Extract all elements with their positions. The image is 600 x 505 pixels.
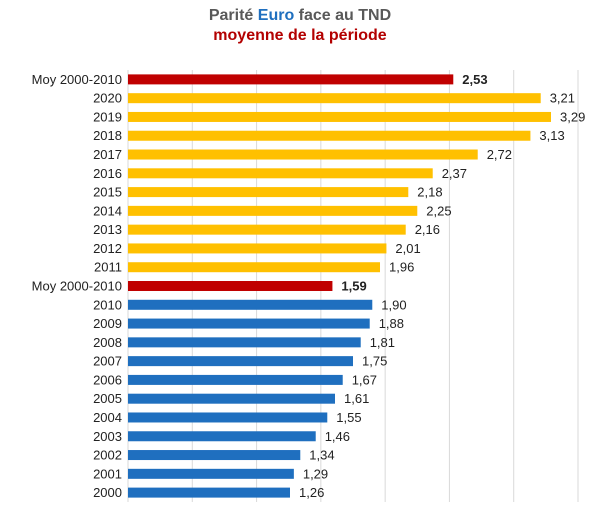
chart-title: Parité Euro face au TND moyenne de la pé…: [0, 6, 600, 46]
value-label: 1,81: [370, 335, 395, 350]
chart-subtitle: moyenne de la période: [213, 27, 387, 44]
category-label: 2012: [93, 241, 122, 256]
bar: [128, 337, 361, 348]
value-label: 1,67: [352, 372, 377, 387]
value-label: 2,16: [415, 222, 440, 237]
title-prefix: Parité: [208, 7, 258, 24]
value-label: 1,96: [389, 260, 414, 275]
bar: [128, 111, 551, 122]
bar: [128, 130, 531, 141]
value-label: 1,90: [381, 297, 406, 312]
value-label: 1,88: [379, 316, 404, 331]
category-label: 2001: [93, 466, 122, 481]
category-label: 2013: [93, 222, 122, 237]
category-label: 2000: [93, 485, 122, 500]
category-label: 2007: [93, 354, 122, 369]
category-label: 2015: [93, 185, 122, 200]
value-label: 3,21: [550, 91, 575, 106]
value-label: 2,01: [395, 241, 420, 256]
category-label: 2016: [93, 166, 122, 181]
bar: [128, 149, 478, 160]
value-label: 3,29: [560, 109, 585, 124]
value-label: 2,72: [487, 147, 512, 162]
category-label: 2020: [93, 91, 122, 106]
title-line: Parité Euro face au TND: [0, 6, 600, 26]
value-label: 2,18: [417, 185, 442, 200]
value-label: 1,61: [344, 391, 369, 406]
value-label: 1,55: [336, 410, 361, 425]
category-label: 2002: [93, 448, 122, 463]
category-label: 2004: [93, 410, 122, 425]
category-label: 2005: [93, 391, 122, 406]
category-label: 2014: [93, 203, 122, 218]
title-highlight: Euro: [257, 7, 295, 24]
category-label: 2019: [93, 109, 122, 124]
value-label: 2,37: [442, 166, 467, 181]
bar: [128, 412, 328, 423]
bar: [128, 243, 387, 254]
bar: [128, 168, 433, 179]
category-label: Moy 2000-2010: [32, 279, 122, 294]
category-label: 2011: [94, 260, 122, 275]
value-label: 1,46: [325, 429, 350, 444]
bar: [128, 224, 406, 235]
category-label: 2006: [93, 372, 122, 387]
bar: [128, 187, 409, 198]
value-label: 1,59: [341, 279, 366, 294]
bar: [128, 74, 454, 85]
bar: [128, 393, 335, 404]
category-label: 2010: [93, 297, 122, 312]
bar: [128, 468, 294, 479]
bar: [128, 299, 373, 310]
category-label: 2018: [93, 128, 122, 143]
bar: [128, 487, 290, 498]
category-label: Moy 2000-2010: [32, 72, 122, 87]
category-label: 2008: [93, 335, 122, 350]
bar: [128, 93, 541, 104]
value-label: 1,34: [309, 448, 334, 463]
bar: [128, 205, 418, 216]
value-label: 2,25: [426, 203, 451, 218]
bar: [128, 450, 301, 461]
value-label: 3,13: [539, 128, 564, 143]
bar: [128, 356, 353, 367]
bar: [128, 262, 380, 273]
category-label: 2003: [93, 429, 122, 444]
bar: [128, 318, 370, 329]
value-label: 1,26: [299, 485, 324, 500]
value-label: 1,75: [362, 354, 387, 369]
value-label: 1,29: [303, 466, 328, 481]
title-suffix: face au TND: [294, 7, 392, 24]
bar: [128, 374, 343, 385]
category-label: 2017: [93, 147, 122, 162]
category-label: 2009: [93, 316, 122, 331]
bar: [128, 281, 333, 291]
value-label: 2,53: [462, 72, 487, 87]
bar: [128, 431, 316, 442]
